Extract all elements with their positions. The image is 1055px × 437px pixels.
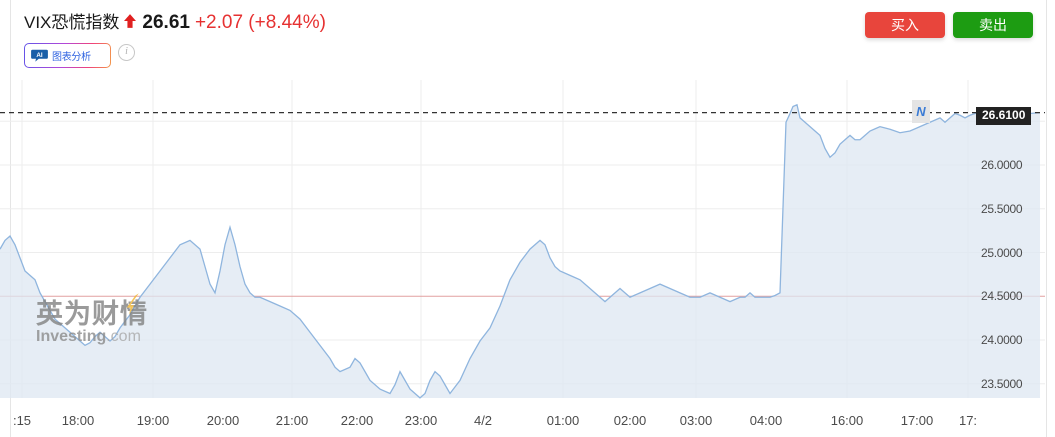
svg-text:AI: AI	[36, 52, 43, 59]
